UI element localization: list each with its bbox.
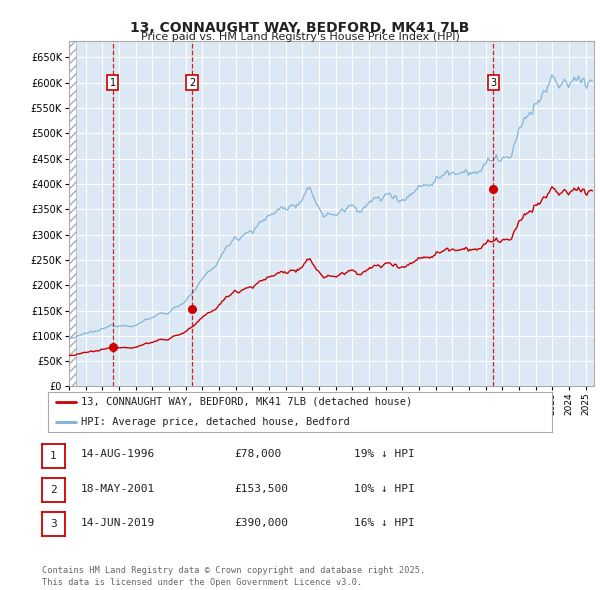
Text: 16% ↓ HPI: 16% ↓ HPI — [354, 518, 415, 528]
Text: 14-JUN-2019: 14-JUN-2019 — [81, 518, 155, 528]
Text: 3: 3 — [490, 78, 496, 88]
Text: Contains HM Land Registry data © Crown copyright and database right 2025.
This d: Contains HM Land Registry data © Crown c… — [42, 566, 425, 587]
Text: Price paid vs. HM Land Registry's House Price Index (HPI): Price paid vs. HM Land Registry's House … — [140, 32, 460, 42]
Text: 1: 1 — [110, 78, 116, 88]
Text: 18-MAY-2001: 18-MAY-2001 — [81, 484, 155, 494]
Text: 3: 3 — [50, 519, 57, 529]
Text: 19% ↓ HPI: 19% ↓ HPI — [354, 450, 415, 460]
Text: £78,000: £78,000 — [234, 450, 281, 460]
Text: 13, CONNAUGHT WAY, BEDFORD, MK41 7LB (detached house): 13, CONNAUGHT WAY, BEDFORD, MK41 7LB (de… — [81, 397, 412, 407]
Text: 2: 2 — [189, 78, 195, 88]
Text: 10% ↓ HPI: 10% ↓ HPI — [354, 484, 415, 494]
Text: 13, CONNAUGHT WAY, BEDFORD, MK41 7LB: 13, CONNAUGHT WAY, BEDFORD, MK41 7LB — [130, 21, 470, 35]
Text: £153,500: £153,500 — [234, 484, 288, 494]
Text: 14-AUG-1996: 14-AUG-1996 — [81, 450, 155, 460]
Text: 1: 1 — [50, 451, 57, 461]
Text: 2: 2 — [50, 485, 57, 495]
Text: £390,000: £390,000 — [234, 518, 288, 528]
Text: HPI: Average price, detached house, Bedford: HPI: Average price, detached house, Bedf… — [81, 417, 350, 427]
